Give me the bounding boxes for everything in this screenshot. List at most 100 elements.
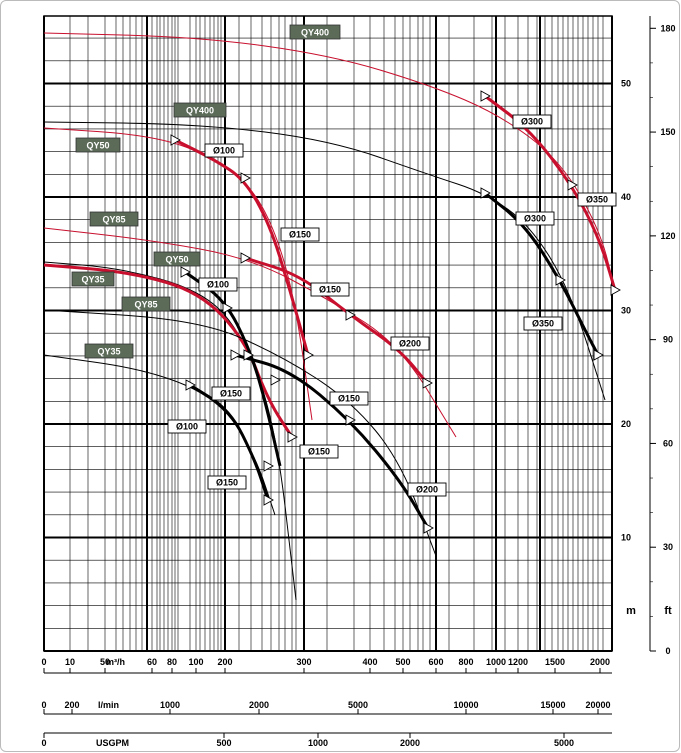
m3h-tick-label: 60 bbox=[147, 657, 157, 667]
impeller-label-box bbox=[167, 419, 207, 434]
usgpm-unit-label: USGPM bbox=[96, 738, 129, 748]
model-label-box bbox=[84, 343, 134, 359]
impeller-label: Ø150 bbox=[329, 391, 369, 406]
model-label-text: QY85 bbox=[134, 300, 157, 310]
impeller-label-text: Ø200 bbox=[416, 485, 438, 495]
ft-tick-label: 60 bbox=[663, 438, 673, 448]
impeller-label: Ø200 bbox=[390, 336, 430, 351]
lmin-tick-label: 10000 bbox=[453, 700, 478, 710]
m3h-tick-label: 1200 bbox=[508, 657, 528, 667]
impeller-label-text: Ø150 bbox=[289, 230, 311, 240]
model-label-box bbox=[71, 271, 115, 287]
m3h-tick-label: 1500 bbox=[545, 657, 565, 667]
limit-marker bbox=[170, 134, 181, 146]
impeller-label-box bbox=[512, 114, 552, 129]
model-label-box bbox=[153, 251, 201, 267]
right-m-tick-label: 40 bbox=[621, 192, 631, 202]
right-m-tick-label: 50 bbox=[621, 79, 631, 89]
impeller-label: Ø100 bbox=[167, 419, 207, 434]
impeller-label-text: Ø150 bbox=[308, 447, 330, 457]
limit-marker bbox=[423, 522, 434, 534]
model-label-box bbox=[89, 211, 139, 227]
model-label-text: QY50 bbox=[86, 141, 109, 151]
model-label: QY400 bbox=[173, 102, 227, 118]
limit-marker bbox=[422, 377, 433, 389]
curves bbox=[43, 32, 621, 601]
lmin-unit-label: l/min bbox=[98, 700, 119, 710]
impeller-label-text: Ø200 bbox=[399, 339, 421, 349]
lmin-tick-label: 15000 bbox=[540, 700, 565, 710]
limit-marker bbox=[180, 266, 191, 278]
limit-marker bbox=[243, 349, 254, 361]
model-label: QY35 bbox=[84, 343, 134, 359]
limit-marker bbox=[263, 494, 274, 506]
impeller-label-box bbox=[280, 227, 320, 242]
limit-marker bbox=[480, 90, 491, 102]
limit-marker bbox=[240, 252, 251, 264]
m3h-tick-label: 80 bbox=[167, 657, 177, 667]
impeller-label: Ø150 bbox=[310, 282, 350, 297]
impeller-label-box bbox=[204, 143, 244, 158]
limit-marker bbox=[185, 379, 196, 391]
limit-marker bbox=[345, 414, 356, 426]
grid bbox=[43, 15, 613, 652]
curve-qy400-red-thin bbox=[43, 32, 616, 291]
m3h-tick-label: 100 bbox=[188, 657, 203, 667]
impeller-label-text: Ø100 bbox=[207, 280, 229, 290]
impeller-label-box bbox=[310, 282, 350, 297]
right-m-tick-label: 30 bbox=[621, 306, 631, 316]
m3h-tick-label: 800 bbox=[458, 657, 473, 667]
impeller-label-box bbox=[299, 444, 339, 459]
unit-m-label: m bbox=[626, 605, 636, 617]
model-label-box bbox=[173, 102, 227, 118]
m3h-tick-label: 400 bbox=[362, 657, 377, 667]
impeller-label: Ø100 bbox=[204, 143, 244, 158]
model-label: QY35 bbox=[71, 271, 115, 287]
m3h-tick-label: 10 bbox=[65, 657, 75, 667]
impeller-label-text: Ø150 bbox=[220, 389, 242, 399]
impeller-label-text: Ø350 bbox=[586, 195, 608, 205]
limit-marker bbox=[230, 349, 241, 361]
impeller-label-box bbox=[211, 386, 251, 401]
impeller-label-text: Ø350 bbox=[532, 319, 554, 329]
model-label-text: QY400 bbox=[186, 106, 214, 116]
impeller-label: Ø350 bbox=[523, 316, 563, 331]
model-label: QY85 bbox=[89, 211, 139, 227]
limit-marker bbox=[480, 187, 491, 199]
curve-qy35-d150-black bbox=[189, 383, 270, 501]
ft-tick-label: 180 bbox=[660, 23, 675, 33]
ft-tick-label: 150 bbox=[660, 127, 675, 137]
model-label: QY400 bbox=[289, 24, 341, 40]
impeller-label-text: Ø300 bbox=[521, 117, 543, 127]
lmin-tick-label: 200 bbox=[64, 700, 79, 710]
m3h-tick-label: 2000 bbox=[590, 657, 610, 667]
m3h-unit-label: m³/h bbox=[106, 657, 125, 667]
limit-marker bbox=[567, 179, 578, 191]
model-label: QY50 bbox=[75, 137, 121, 153]
limit-marker bbox=[593, 349, 604, 361]
limit-marker bbox=[610, 284, 621, 296]
impeller-label: Ø300 bbox=[515, 211, 555, 226]
impeller-label-box bbox=[329, 391, 369, 406]
impeller-label-box bbox=[390, 336, 430, 351]
curve-qy50-black-thin bbox=[43, 261, 297, 601]
impeller-label-text: Ø150 bbox=[216, 478, 238, 488]
ft-tick-label: 0 bbox=[665, 646, 670, 656]
right-m-tick-label: 10 bbox=[621, 533, 631, 543]
curve-qy85-black-thin bbox=[43, 309, 437, 557]
model-label-box bbox=[289, 24, 341, 40]
impeller-label-box bbox=[198, 277, 238, 292]
model-label: QY85 bbox=[121, 296, 171, 312]
limit-marker bbox=[303, 349, 314, 361]
impeller-label: Ø300 bbox=[512, 114, 552, 129]
impeller-label: Ø150 bbox=[207, 475, 247, 490]
impeller-label: Ø200 bbox=[407, 482, 447, 497]
m3h-tick-label: 200 bbox=[217, 657, 232, 667]
impeller-label-text: Ø100 bbox=[176, 422, 198, 432]
model-label-text: QY400 bbox=[301, 28, 329, 38]
impeller-label-box bbox=[515, 211, 555, 226]
impeller-label: Ø350 bbox=[577, 192, 617, 207]
impeller-label-text: Ø300 bbox=[524, 214, 546, 224]
lmin-tick-label: 1000 bbox=[160, 700, 180, 710]
